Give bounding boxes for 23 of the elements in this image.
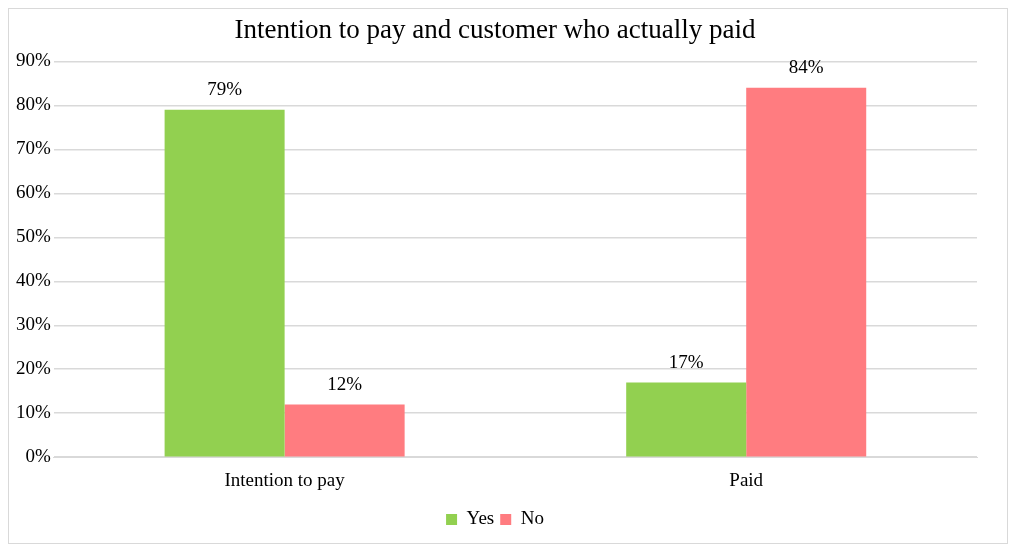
- y-tick-label: 60%: [16, 181, 51, 203]
- y-tick-label: 10%: [16, 401, 51, 423]
- y-tick-label: 40%: [16, 269, 51, 291]
- data-label: 84%: [788, 56, 824, 78]
- data-label: 12%: [327, 372, 363, 394]
- bar: [626, 382, 747, 457]
- y-tick-label: 0%: [25, 445, 51, 467]
- x-tick-label: Intention to pay: [224, 468, 346, 490]
- bar: [164, 109, 285, 457]
- x-tick-label: Paid: [729, 468, 764, 490]
- y-tick-label: 30%: [16, 313, 51, 335]
- y-tick-label: 20%: [16, 357, 51, 379]
- data-label: 17%: [668, 350, 704, 372]
- y-tick-label: 80%: [16, 93, 51, 115]
- bar: [284, 404, 405, 457]
- data-label: 79%: [207, 78, 243, 100]
- y-tick-label: 50%: [16, 225, 51, 247]
- y-tick-label: 70%: [16, 137, 51, 159]
- chart-title: Intention to pay and customer who actually paid: [234, 14, 757, 45]
- bar: [746, 87, 867, 457]
- y-tick-label: 90%: [16, 49, 51, 71]
- legend-label: Yes: [466, 507, 495, 529]
- legend-label: No: [520, 507, 544, 529]
